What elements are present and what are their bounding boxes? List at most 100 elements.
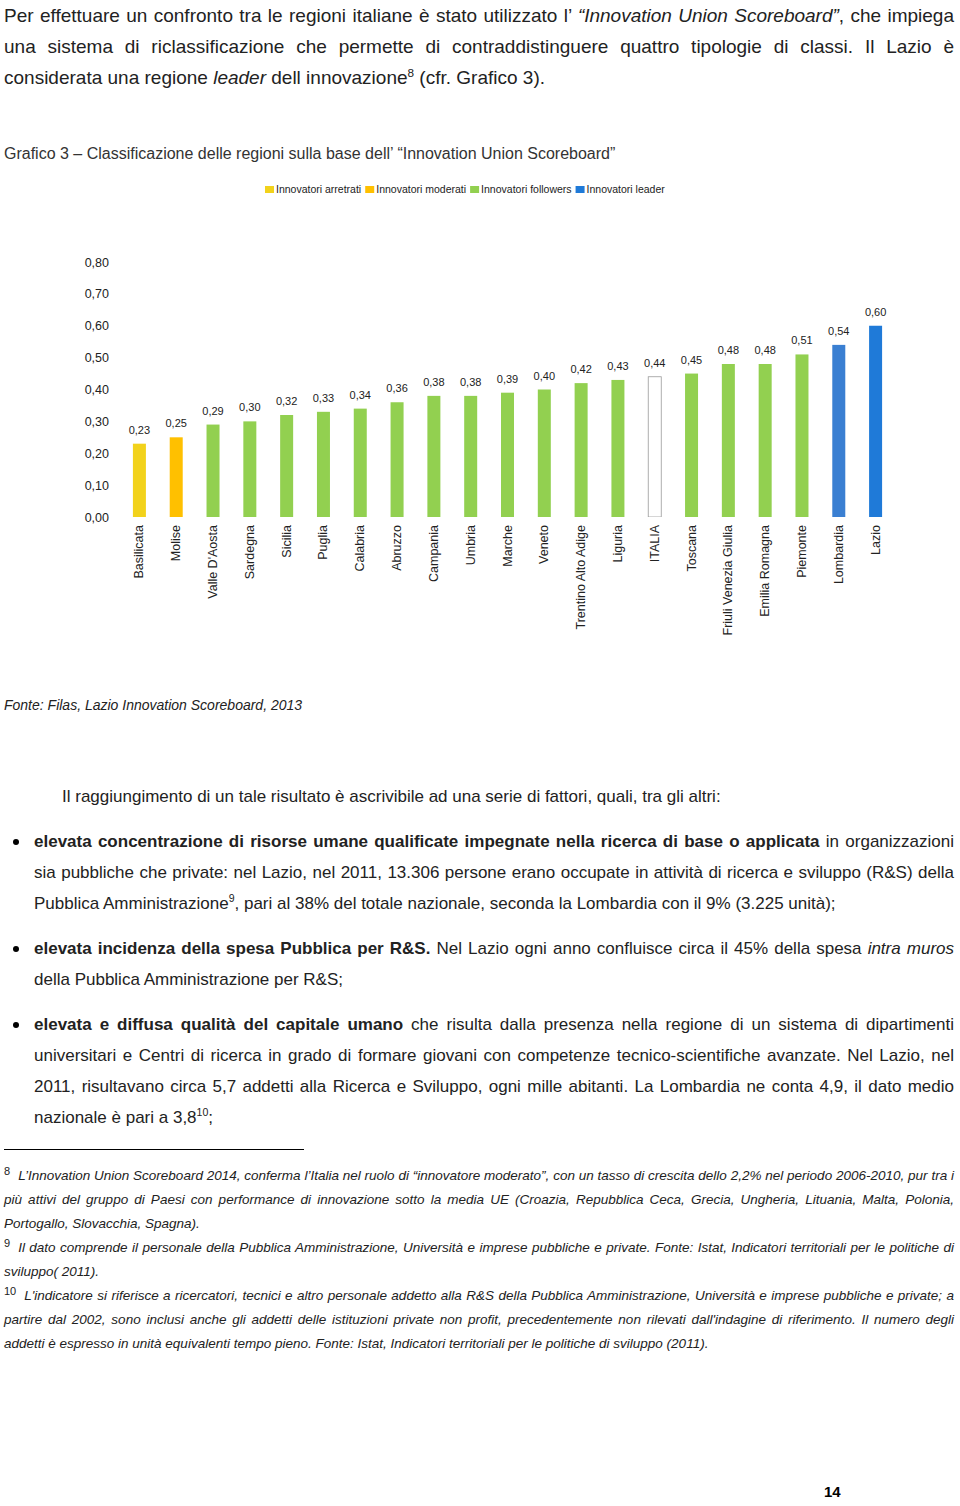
y-tick-label: 0,30 (85, 415, 109, 429)
legend-swatch (265, 186, 274, 193)
footnote: 9Il dato comprende il personale della Pu… (4, 1236, 954, 1284)
bar (243, 421, 256, 517)
legend-label: Innovatori leader (587, 183, 666, 195)
bar (427, 396, 440, 517)
x-tick-label: Umbria (464, 525, 478, 565)
legend-swatch (470, 186, 479, 193)
text-run: , pari al 38% del totale nazionale, seco… (235, 894, 836, 913)
legend-swatch (365, 186, 374, 193)
text-run: leader (213, 67, 266, 88)
text-run: (cfr. Grafico 3). (414, 67, 545, 88)
bar (207, 425, 220, 517)
data-label: 0,38 (423, 376, 444, 388)
x-tick-label: Emilia Romagna (758, 525, 772, 617)
data-label: 0,60 (865, 306, 886, 318)
text-run: Nel Lazio ogni anno confluisce circa il … (430, 939, 867, 958)
footnote-text: L'indicatore si riferisce a ricercatori,… (4, 1288, 954, 1351)
text-run: “Innovation Union Scoreboard” (578, 5, 839, 26)
chart: Innovatori arretrati Innovatori moderati I… (0, 165, 960, 675)
data-label: 0,36 (386, 382, 407, 394)
bars (133, 326, 882, 517)
data-label: 0,38 (460, 376, 481, 388)
x-tick-label: Basilicata (132, 525, 146, 579)
bar (501, 393, 514, 517)
bar (391, 402, 404, 517)
bar (170, 437, 183, 517)
legend-label: Innovatori arretrati (276, 183, 361, 195)
legend-swatch (576, 186, 585, 193)
data-label: 0,30 (239, 401, 260, 413)
data-label: 0,25 (166, 417, 187, 429)
text-run: della Pubblica Amministrazione per R&S; (34, 970, 343, 989)
y-tick-label: 0,50 (85, 351, 109, 365)
data-label: 0,45 (681, 354, 702, 366)
x-tick-label: Sicilia (280, 525, 294, 558)
data-label: 0,39 (497, 373, 518, 385)
y-tick-label: 0,70 (85, 287, 109, 301)
legend: Innovatori arretrati Innovatori moderati I… (265, 183, 665, 195)
body-paragraph: Il raggiungimento di un tale risultato è… (0, 781, 954, 812)
y-tick-label: 0,60 (85, 319, 109, 333)
bar (795, 354, 808, 517)
footnote-number: 9 (4, 1237, 10, 1249)
bullet-dot (13, 839, 19, 845)
x-tick-label: Lombardia (832, 525, 846, 584)
bar (611, 380, 624, 517)
data-label: 0,40 (534, 370, 555, 382)
x-tick-label: Trentino Alto Adige (574, 525, 588, 630)
bar (685, 374, 698, 517)
data-label: 0,43 (607, 360, 628, 372)
x-tick-label: Campania (427, 525, 441, 582)
data-label: 0,54 (828, 325, 849, 337)
bar (869, 326, 882, 517)
bar (832, 345, 845, 517)
bar (317, 412, 330, 517)
data-label: 0,23 (129, 424, 150, 436)
x-tick-label: Veneto (537, 525, 551, 564)
bullet-item: elevata e diffusa qualità del capitale u… (0, 1009, 954, 1133)
data-label: 0,44 (644, 357, 665, 369)
page-number: 14 (824, 1482, 841, 1502)
chart-source: Fonte: Filas, Lazio Innovation Scoreboar… (4, 695, 960, 715)
x-tick-label: Liguria (611, 525, 625, 563)
bullet-dot (13, 946, 19, 952)
footnote-number: 8 (4, 1165, 10, 1177)
footnotes: 8L’Innovation Union Scoreboard 2014, con… (4, 1164, 954, 1356)
bullet-dot (13, 1022, 19, 1028)
x-tick-label: Sardegna (243, 525, 257, 579)
text-run: elevata e diffusa qualità del capitale u… (34, 1015, 403, 1034)
bar (648, 377, 661, 517)
data-label: 0,33 (313, 392, 334, 404)
y-tick-label: 0,00 (85, 511, 109, 525)
data-label: 0,48 (754, 344, 775, 356)
x-tick-label: Marche (501, 525, 515, 567)
footnote: 10L'indicatore si riferisce a ricercator… (4, 1284, 954, 1356)
text-run: dell innovazione (266, 67, 408, 88)
data-label: 0,51 (791, 334, 812, 346)
x-tick-label: Puglia (316, 525, 330, 560)
x-tick-label: Lazio (869, 525, 883, 555)
legend-label: Innovatori moderati (376, 183, 466, 195)
bullet-item: elevata concentrazione di risorse umane … (0, 826, 954, 919)
text-run: elevata incidenza della spesa Pubblica p… (34, 939, 430, 958)
data-label: 0,32 (276, 395, 297, 407)
data-label: 0,29 (202, 405, 223, 417)
bar (133, 444, 146, 517)
data-label: 0,48 (718, 344, 739, 356)
legend-label: Innovatori followers (481, 183, 571, 195)
x-tick-label: Friuli Venezia Giulia (721, 525, 735, 636)
text-run: 9 (229, 892, 235, 904)
footnote-text: L’Innovation Union Scoreboard 2014, conf… (4, 1168, 954, 1231)
bar (354, 409, 367, 517)
bar (575, 383, 588, 517)
footnote-text: Il dato comprende il personale della Pub… (4, 1240, 954, 1279)
intro-paragraph: Per effettuare un confronto tra le regio… (4, 0, 954, 93)
bar (538, 390, 551, 518)
x-tick-label: Calabria (353, 525, 367, 572)
footnote: 8L’Innovation Union Scoreboard 2014, con… (4, 1164, 954, 1236)
text-run: elevata concentrazione di risorse umane … (34, 832, 820, 851)
y-tick-label: 0,10 (85, 479, 109, 493)
x-tick-label: ITALIA (648, 524, 662, 562)
text-run: ; (208, 1108, 213, 1127)
page: Per effettuare un confronto tra le regio… (0, 0, 960, 1356)
